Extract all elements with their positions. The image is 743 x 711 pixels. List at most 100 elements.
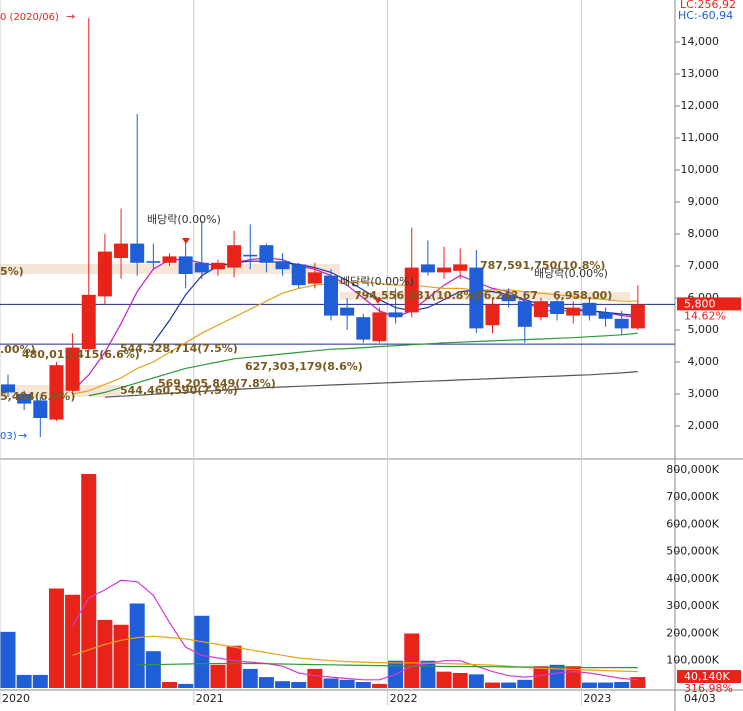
y-tick-label: 14,000	[681, 35, 720, 48]
candle-body	[517, 301, 532, 327]
volume-bar	[630, 677, 646, 688]
y-tick-label: 400,000K	[666, 572, 719, 585]
candle-body	[533, 301, 548, 318]
hc-label: HC:-60,94	[678, 9, 733, 22]
annotation: 배당락(0.00%)	[534, 267, 608, 280]
candle-body	[453, 264, 468, 271]
candle-body	[582, 302, 597, 316]
y-tick-label: 7,000	[688, 259, 720, 272]
volume-bar	[32, 674, 48, 688]
volume-bar	[178, 683, 194, 688]
ma-line	[72, 281, 638, 395]
y-tick-label: 11,000	[681, 131, 720, 144]
candle-body	[550, 301, 565, 314]
volume-bar	[436, 671, 452, 688]
arrow: →	[66, 10, 75, 23]
candle-body	[340, 307, 355, 316]
volume-bar	[258, 677, 274, 688]
volume-bar	[355, 682, 371, 688]
low-note: 03)	[0, 431, 17, 442]
y-tick-label: 5,000	[688, 323, 720, 336]
volume-bar	[242, 668, 258, 688]
candle-body	[243, 254, 258, 257]
y-tick-label: 4,000	[688, 355, 720, 368]
candle-body	[210, 262, 225, 270]
volume-bar	[129, 603, 145, 688]
annotation: 544,460,590(7.5%)	[120, 384, 238, 397]
y-tick-label: 10,000	[681, 163, 720, 176]
x-tick-label: 2022	[390, 692, 418, 705]
candle-body	[291, 264, 306, 286]
volume-bar	[145, 651, 161, 688]
last-volume: 40,140K	[684, 670, 730, 683]
volume-bar	[614, 682, 630, 688]
y-tick-label: 100,000K	[666, 654, 719, 667]
volume-bar	[81, 473, 97, 688]
ma-line	[72, 635, 638, 673]
annotation: 배당락(0.00%)	[147, 213, 221, 226]
y-tick-label: 500,000K	[666, 545, 719, 558]
candle-body	[614, 318, 629, 329]
volume-bar	[97, 619, 113, 688]
x-tick-label: 2023	[583, 692, 611, 705]
y-tick-label: 8,000	[688, 227, 720, 240]
volume-bar	[323, 678, 339, 688]
ma-line	[88, 332, 638, 397]
candle-body	[65, 347, 80, 391]
annotation: 배당락(0.00%)	[340, 275, 414, 288]
ma-line	[137, 662, 638, 669]
y-tick-label: 600,000K	[666, 517, 719, 530]
volume-bar	[501, 682, 517, 688]
y-tick-label: 12,000	[681, 99, 720, 112]
volume-bar	[339, 679, 355, 688]
lc-label: LC:256,92	[680, 0, 736, 11]
annotation: 5%)	[0, 265, 24, 278]
volume-bar	[307, 668, 323, 688]
ratio-label: 316.98%	[684, 682, 733, 695]
candle-body	[388, 312, 403, 318]
y-tick-label: 13,000	[681, 67, 720, 80]
candle-body	[259, 245, 274, 263]
annotation: 544,328,714(7.5%)	[120, 342, 238, 355]
annotation: 787,591,750(10.8%)	[480, 259, 605, 272]
candle-body	[1, 384, 15, 393]
volume-bar	[598, 682, 614, 688]
candle-body	[33, 400, 48, 418]
candle-body	[49, 365, 64, 420]
y-tick-label: 3,000	[688, 387, 720, 400]
volume-bar	[65, 594, 81, 688]
arrow: →	[18, 429, 27, 442]
volume-bar	[210, 664, 226, 688]
volume-bar	[517, 679, 533, 688]
last-price: 5,800	[684, 297, 716, 310]
volume-bar	[468, 674, 484, 688]
candle-body	[130, 243, 145, 263]
y-tick-label: 200,000K	[666, 626, 719, 639]
volume-bar	[404, 633, 420, 688]
candle-body	[598, 312, 613, 319]
x-tick-label: 2020	[2, 692, 30, 705]
volume-bar	[581, 682, 597, 688]
annotation: 6,958,00)	[553, 289, 612, 302]
volume-bar	[16, 674, 32, 688]
candle-body	[356, 317, 371, 340]
candle-body	[275, 261, 290, 270]
dividend-marker	[374, 298, 382, 304]
volume-bar	[162, 682, 177, 688]
last-price-box	[677, 297, 741, 311]
annotation: 794,556,581(10.8%)	[354, 289, 479, 302]
volume-bar	[420, 660, 436, 688]
candle-body	[146, 261, 161, 263]
ma-line	[72, 579, 638, 681]
volume-bar	[291, 682, 307, 688]
band	[0, 264, 340, 274]
candle-body	[114, 243, 129, 258]
candle-body	[485, 304, 500, 326]
candle-body	[437, 267, 452, 273]
candle-body	[97, 251, 112, 297]
volume-bar	[194, 615, 210, 688]
volume-bar	[113, 624, 129, 688]
ma-line	[104, 371, 638, 398]
y-tick-label: 300,000K	[666, 599, 719, 612]
volume-bar	[533, 666, 549, 688]
